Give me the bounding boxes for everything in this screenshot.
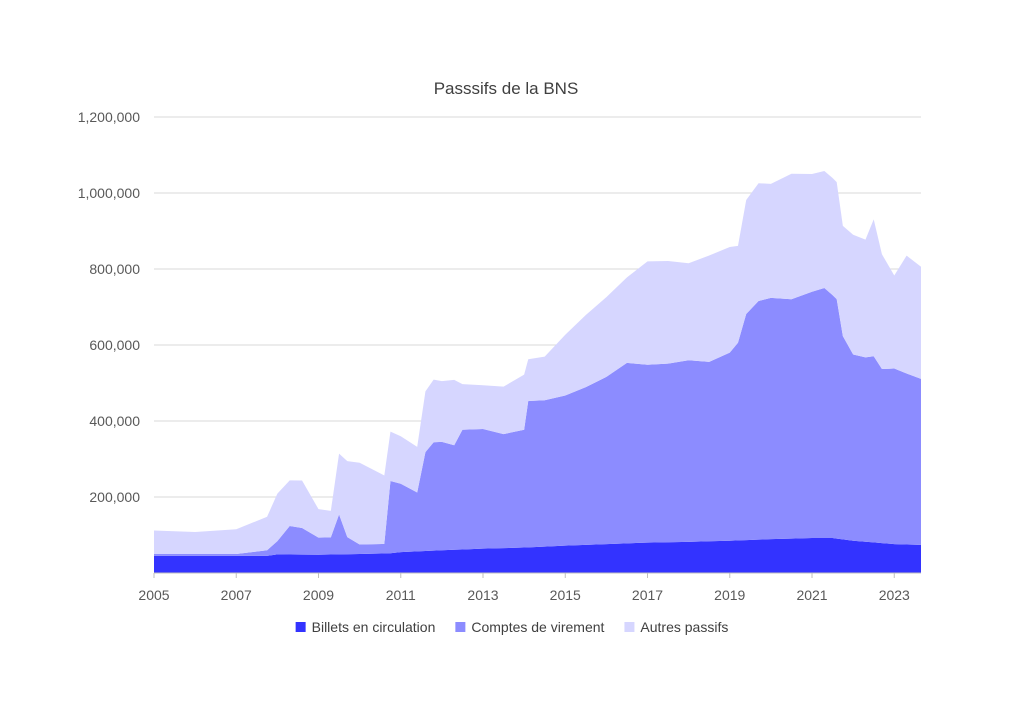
x-tick-label: 2021 xyxy=(796,587,827,603)
x-tick-label: 2013 xyxy=(467,587,498,603)
x-tick-label: 2017 xyxy=(632,587,663,603)
legend-label: Billets en circulation xyxy=(312,619,436,635)
y-tick-label: 800,000 xyxy=(89,261,140,277)
x-tick-label: 2023 xyxy=(879,587,910,603)
series-area-billets xyxy=(154,538,921,573)
x-tick-label: 2019 xyxy=(714,587,745,603)
series-area-comptes xyxy=(154,288,921,556)
y-tick-label: 1,000,000 xyxy=(78,185,140,201)
legend: Billets en circulation Comptes de viremen… xyxy=(295,619,728,635)
axes: 1,200,000 1,000,000 800,000 600,000 400,000 2… xyxy=(78,109,921,603)
x-tick-label: 2011 xyxy=(386,587,416,603)
plot-area xyxy=(154,170,921,573)
y-tick-label: 200,000 xyxy=(89,489,140,505)
legend-label: Comptes de virement xyxy=(471,619,604,635)
series-area-autres xyxy=(154,170,921,554)
x-tick-label: 2009 xyxy=(303,587,334,603)
x-tick-label: 2007 xyxy=(221,587,252,603)
y-tick-label: 1,200,000 xyxy=(78,109,140,125)
y-tick-label: 600,000 xyxy=(89,337,140,353)
chart-title: Passsifs de la BNS xyxy=(434,79,579,98)
legend-swatch xyxy=(624,622,635,632)
legend-swatch xyxy=(295,622,306,632)
legend-swatch xyxy=(455,622,466,632)
x-tick-label: 2005 xyxy=(138,587,169,603)
legend-label: Autres passifs xyxy=(640,619,728,635)
y-tick-label: 400,000 xyxy=(89,413,140,429)
x-tick-label: 2015 xyxy=(550,587,581,603)
